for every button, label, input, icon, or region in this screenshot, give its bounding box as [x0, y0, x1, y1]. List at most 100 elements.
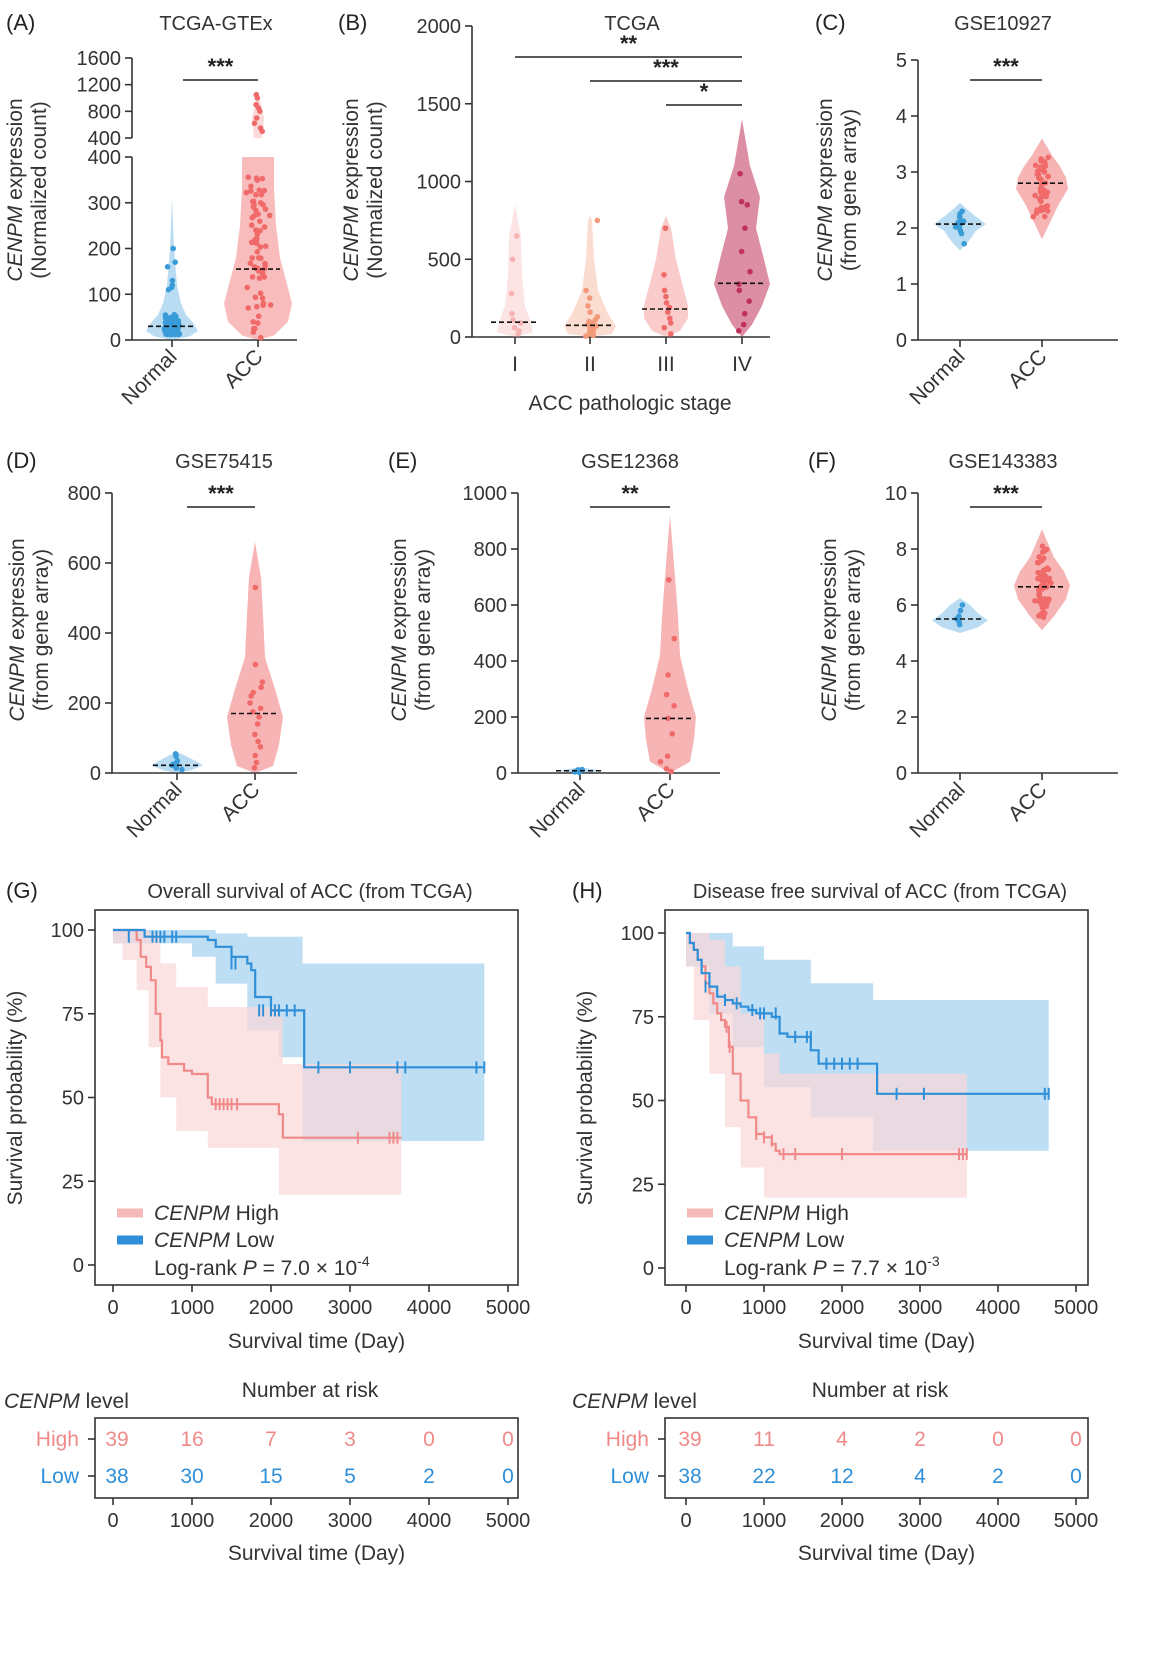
data-point-stage	[509, 256, 516, 263]
y-tick-label: 100	[621, 923, 654, 945]
risk-value: 2	[914, 1428, 926, 1451]
data-point-acc	[258, 191, 265, 198]
data-point-normal	[961, 240, 967, 247]
data-point-acc	[266, 212, 273, 219]
chart-title: GSE75415	[175, 451, 273, 473]
risk-value: 4	[914, 1465, 926, 1488]
risk-value: 38	[105, 1465, 128, 1488]
data-point-acc	[243, 189, 250, 196]
y-axis-label: CENPM expression	[340, 98, 363, 281]
y-tick-label: 0	[896, 330, 907, 352]
data-point-acc	[255, 738, 261, 745]
data-point-acc	[256, 275, 263, 281]
x-tick-label: Normal	[525, 778, 589, 842]
legend-level: High	[230, 1202, 279, 1225]
data-point-acc	[253, 759, 260, 766]
data-point-normal	[165, 286, 172, 293]
y-tick-label: 25	[632, 1174, 654, 1196]
y-axis-label: Survival probability (%)	[4, 991, 27, 1206]
risk-x-tick-label: 3000	[898, 1510, 943, 1532]
risk-value: 30	[180, 1465, 203, 1488]
data-point-stage	[667, 320, 674, 326]
x-tick-label: 0	[107, 1297, 118, 1319]
data-point-acc	[1042, 163, 1049, 170]
x-tick-label: II	[584, 353, 596, 376]
data-point-acc	[252, 752, 259, 759]
y-tick-label: 2000	[417, 16, 462, 38]
y-axis-label-gene: CENPM	[4, 205, 27, 281]
risk-value: 2	[423, 1465, 435, 1488]
data-point-acc	[1038, 573, 1044, 579]
data-point-acc	[657, 759, 664, 765]
risk-x-tick-label: 1000	[742, 1510, 787, 1532]
data-point-normal	[957, 607, 964, 614]
risk-x-tick-label: 0	[107, 1510, 118, 1532]
y-tick-label: 0	[73, 1255, 84, 1277]
data-point-stage	[586, 295, 593, 301]
data-point-acc	[1036, 554, 1042, 560]
data-point-acc	[250, 689, 256, 696]
violin-acc	[224, 157, 292, 340]
data-point-normal	[172, 259, 178, 266]
y-axis-label-text: expression	[340, 98, 363, 205]
data-point-acc	[1039, 543, 1046, 549]
risk-row-label: Low	[610, 1465, 649, 1488]
data-point-acc	[247, 260, 254, 267]
legend-gene: CENPM	[154, 1229, 230, 1252]
data-point-acc	[257, 244, 264, 250]
x-tick-label: 0	[680, 1297, 691, 1319]
data-point-stage	[736, 328, 742, 334]
data-point-normal	[164, 264, 171, 270]
x-tick-label: Normal	[905, 345, 969, 409]
data-point-acc	[253, 303, 260, 310]
y-tick-label: 50	[632, 1091, 654, 1113]
data-point-acc	[1038, 156, 1044, 162]
x-axis-label: Survival time (Day)	[228, 1330, 405, 1353]
x-tick-label: 1000	[742, 1297, 787, 1319]
data-point-acc	[1035, 560, 1042, 566]
data-point-stage	[744, 202, 751, 208]
data-point-acc	[252, 325, 258, 332]
risk-x-axis-label: Survival time (Day)	[798, 1542, 975, 1565]
data-point-acc	[262, 243, 269, 249]
y-tick-label: 0	[643, 1258, 654, 1280]
data-point-stage	[665, 309, 671, 315]
data-point-acc	[259, 295, 266, 302]
data-point-acc	[1032, 162, 1039, 169]
data-point-acc	[1044, 208, 1051, 214]
y-tick-label: 800	[68, 483, 101, 505]
y-axis-label: CENPM expression	[6, 538, 29, 721]
data-point-acc	[255, 313, 262, 320]
panel-label: (B)	[338, 10, 367, 35]
data-point-normal	[956, 613, 962, 619]
legend-gene: CENPM	[724, 1202, 800, 1225]
panel-label: (D)	[6, 448, 37, 473]
data-point-acc	[1042, 596, 1048, 602]
y-axis-label: CENPM expression	[388, 538, 411, 721]
x-tick-label: ACC	[220, 345, 268, 393]
panel-d: (D) GSE75415 0 200 400 600 800 CENPM expression…	[6, 448, 297, 842]
x-tick-label: 3000	[328, 1297, 373, 1319]
data-point-acc-outlier	[251, 120, 258, 127]
y-tick-label: 600	[68, 553, 101, 575]
data-point-acc	[254, 721, 261, 727]
y-tick-label: 400	[68, 623, 101, 645]
data-point-acc	[252, 661, 259, 668]
data-point-stage	[662, 225, 669, 231]
data-point-acc	[254, 320, 261, 326]
risk-value: 0	[1070, 1428, 1082, 1451]
data-point-normal	[179, 766, 185, 773]
y-tick-label: 500	[428, 249, 461, 271]
y-axis-label-gene: CENPM	[388, 645, 411, 721]
data-point-acc	[249, 214, 255, 221]
data-point-acc	[253, 175, 260, 181]
significance-label: ***	[993, 54, 1019, 79]
data-point-acc	[249, 255, 256, 261]
risk-table-level-label: CENPM level	[4, 1390, 129, 1413]
data-point-acc	[256, 187, 263, 193]
y-axis-label: CENPM expression	[4, 98, 27, 281]
y-tick-label: 800	[88, 101, 121, 123]
y-axis-label-line2: (from gene array)	[842, 549, 865, 711]
logrank-label: Log-rank P = 7.0 × 10-4	[154, 1253, 370, 1280]
y-tick-label: 75	[62, 1004, 84, 1026]
